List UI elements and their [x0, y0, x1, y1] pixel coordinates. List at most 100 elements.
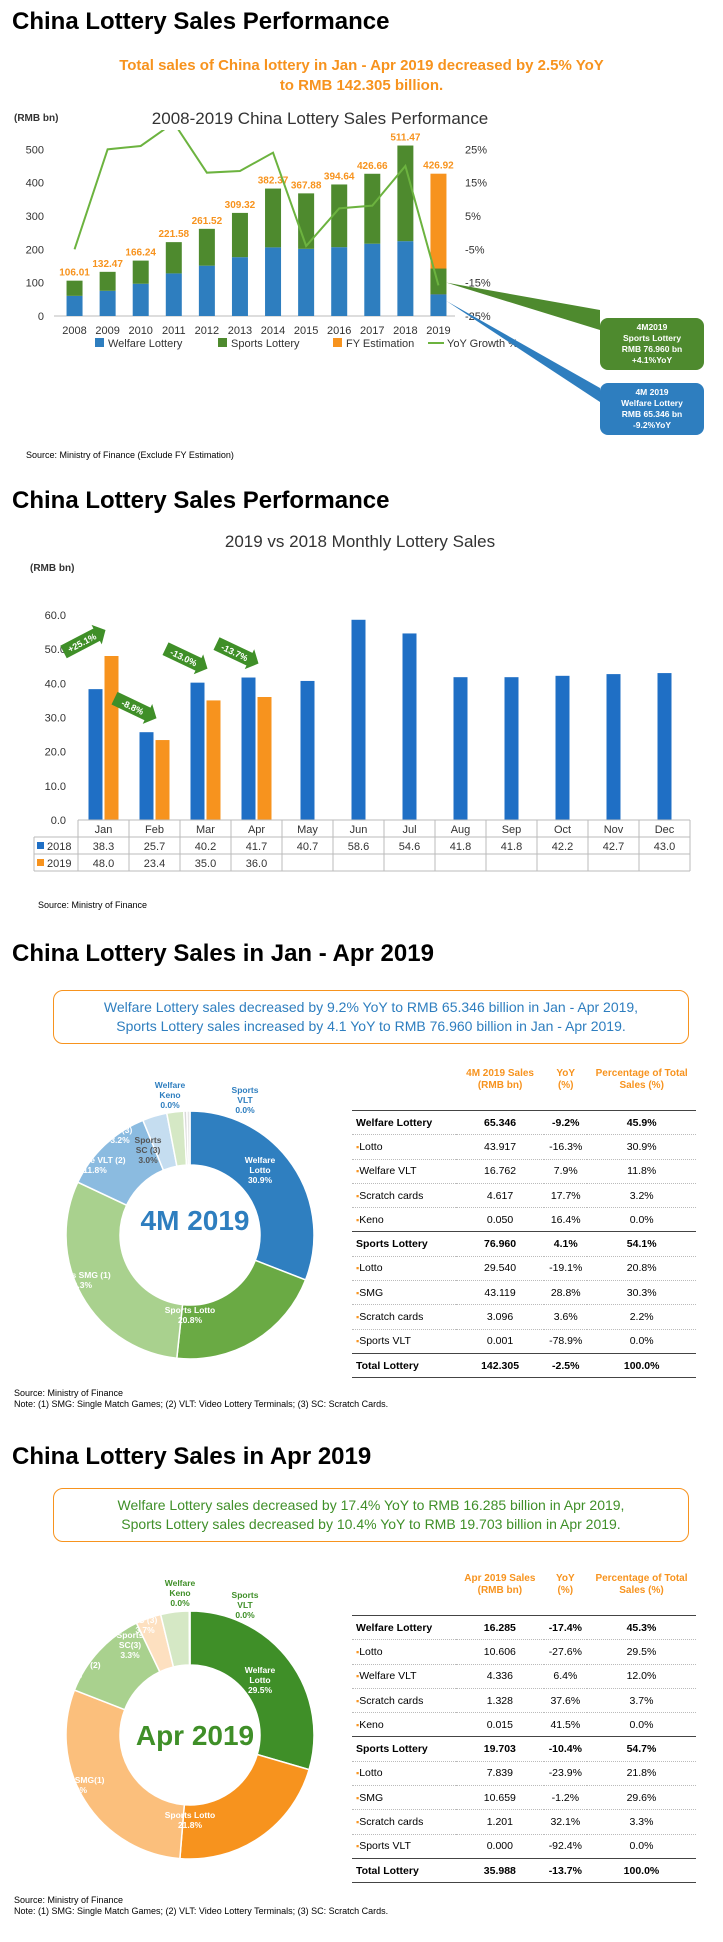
table-row-name: Sports Lottery [352, 1231, 456, 1257]
table-row-name-text: Lotto [359, 1767, 383, 1780]
table-row: ▪Sports VLT 0.001 -78.9% 0.0% [352, 1328, 696, 1354]
table-cell-yoy: 4.1% [544, 1231, 588, 1257]
table-cell-sales: 65.346 [456, 1109, 545, 1135]
table-cell-yoy: -92.4% [543, 1833, 587, 1859]
table-header-cell: Apr 2019 Sales (RMB bn) [464, 1573, 536, 1596]
table-cell-2018: 43.0 [654, 841, 675, 853]
growth-arrow-shape [162, 642, 208, 675]
table-cell-sales: 10.659 [456, 1785, 544, 1810]
table-cell-yoy: -1.2% [543, 1785, 587, 1810]
donut-slice [65, 1181, 184, 1360]
bar-2018 [88, 689, 103, 820]
table-cell-pct: 0.0% [587, 1328, 696, 1354]
donut-slice-label: Welfare SC (3) 3.7% [100, 1605, 190, 1635]
table-cell-yoy: 17.7% [544, 1182, 588, 1208]
table-row: ▪Scratch cards 1.328 37.6% 3.7% [352, 1687, 696, 1713]
donut-slice-label: Sports Lotto 21.8% [145, 1810, 235, 1830]
bullet-icon: ▪ [356, 1312, 360, 1323]
y-tick-label: 20.0 [45, 747, 66, 759]
callout-pointer-sports [446, 282, 600, 330]
table-cell-sales: 0.000 [456, 1833, 544, 1859]
donut-slice-label-line: 29.6% [62, 1785, 88, 1795]
table-row-name: ▪Welfare VLT [352, 1158, 456, 1184]
bar-welfare-lottery [364, 243, 381, 316]
table-row-name-text: Scratch cards [359, 1311, 424, 1324]
x-tick-label: 2015 [294, 325, 318, 337]
table-row-name-text: SMG [359, 1286, 384, 1299]
table-row-name-text: Lotto [359, 1140, 383, 1153]
bullet-icon: ▪ [356, 1263, 360, 1274]
table-row-name-text: Total Lottery [356, 1864, 419, 1877]
table-cell-sales: 43.917 [456, 1134, 545, 1160]
table-row-name: ▪SMG [352, 1280, 456, 1305]
table-row-name: ▪Scratch cards [352, 1182, 456, 1208]
table-row: ▪Lotto 29.540 -19.1% 20.8% [352, 1255, 696, 1281]
table-cell-pct: 29.6% [586, 1785, 696, 1810]
x-tick-label: Jan [95, 824, 113, 836]
donut-slice-label-line: Lotto [249, 1165, 271, 1175]
donut-slice-label-line: 30.3% [67, 1280, 93, 1290]
y2-tick-label: -15% [465, 278, 491, 290]
section3-note: Note: (1) SMG: Single Match Games; (2) V… [14, 1399, 389, 1409]
donut-slice-label-line: Keno [159, 1090, 181, 1100]
bar-2018 [241, 677, 256, 820]
callout-sports-line: +4.1%YoY [631, 355, 673, 365]
table-cell-yoy: 7.9% [544, 1158, 588, 1184]
table-cell-pct: 29.5% [586, 1639, 696, 1665]
donut-slice-label-line: 3.0% [138, 1155, 158, 1165]
donut-slice-label-line: Sports SMG (1) [49, 1270, 111, 1280]
y2-tick-label: -25% [465, 311, 491, 323]
table-apr-2019: Apr 2019 Sales (RMB bn) YoY (%) Percentage… [352, 1555, 696, 1884]
donut-slice-label-line: SC (3) [107, 1125, 133, 1135]
bullet-icon: ▪ [356, 1336, 360, 1347]
table-cell-2018: 41.8 [501, 841, 522, 853]
table-cell-2018: 40.2 [195, 841, 216, 853]
table-row-name-text: Lotto [359, 1262, 383, 1275]
chart2-unit: (RMB bn) [30, 563, 75, 574]
chart2-title: 2019 vs 2018 Monthly Lottery Sales [224, 532, 496, 551]
x-tick-label: 2010 [128, 325, 152, 337]
table-header-row: Apr 2019 Sales (RMB bn) YoY (%) Percentage… [352, 1555, 696, 1616]
y-tick-label: 40.0 [45, 678, 66, 690]
table-row: ▪SMG 43.119 28.8% 30.3% [352, 1280, 696, 1305]
bullet-icon: ▪ [356, 1671, 360, 1682]
table-row: ▪Scratch cards 4.617 17.7% 3.2% [352, 1182, 696, 1208]
bar-2018 [606, 674, 621, 820]
bar-welfare-lottery [430, 294, 447, 316]
bullet-icon: ▪ [356, 1190, 360, 1201]
table-cell-sales: 0.001 [456, 1328, 545, 1354]
y-tick-label: 0.0 [51, 815, 66, 827]
donut-slice-label-line: 0.0% [235, 1610, 255, 1620]
donut-slice-label-line: Welfare [164, 1578, 196, 1588]
table-cell-sales: 43.119 [456, 1280, 545, 1305]
bar-sports-lottery [265, 188, 282, 248]
donut-slice [189, 1110, 315, 1281]
donut-slice-label-line: Keno [169, 1588, 191, 1598]
donut-slice-label: Welfare Keno 0.0% [125, 1080, 215, 1110]
table-row-name: ▪Keno [352, 1207, 456, 1232]
table-row-name-text: Keno [359, 1718, 384, 1731]
x-tick-label: Nov [604, 824, 624, 836]
bar-2018 [300, 680, 315, 820]
bar-welfare-lottery [66, 295, 83, 316]
growth-arrow: +25.1% [60, 624, 106, 659]
table-row: ▪Welfare VLT 4.336 6.4% 12.0% [352, 1663, 696, 1689]
section3-heading: China Lottery Sales in Jan - Apr 2019 [12, 940, 434, 967]
donut-slice [186, 1110, 191, 1166]
y2-tick-label: -5% [465, 244, 485, 256]
bar-sports-lottery [331, 184, 348, 248]
table-cell-2018: 41.8 [450, 841, 471, 853]
x-tick-label: Jun [350, 824, 368, 836]
table-row-name: ▪Welfare VLT [352, 1663, 456, 1689]
table-cell-yoy: -2.5% [544, 1352, 588, 1379]
yoy-growth-line [73, 130, 440, 286]
table-4m-2019: 4M 2019 Sales (RMB bn) YoY (%) Percentage … [352, 1050, 696, 1379]
table-row-name-text: Sports Lottery [356, 1743, 428, 1756]
bar-sports-lottery [132, 260, 149, 284]
table-row: ▪Welfare VLT 16.762 7.9% 11.8% [352, 1158, 696, 1184]
table-cell-yoy: 3.6% [544, 1304, 588, 1330]
donut-4m-2019 [65, 1110, 315, 1360]
donut-slice-label-line: Welfare [244, 1155, 276, 1165]
x-tick-label: Dec [655, 824, 675, 836]
table-cell-sales: 3.096 [456, 1304, 545, 1330]
